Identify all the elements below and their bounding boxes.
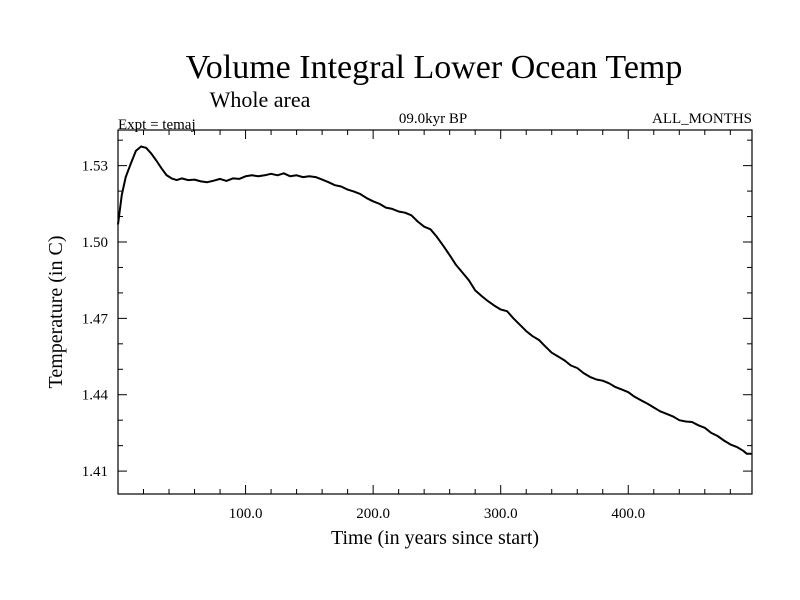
period-label: 09.0kyr BP xyxy=(399,111,467,127)
x-tick-label: 300.0 xyxy=(484,506,518,522)
plot-frame xyxy=(117,129,753,495)
months-label: ALL_MONTHS xyxy=(652,111,752,127)
x-tick-label: 400.0 xyxy=(611,506,645,522)
y-tick-label: 1.47 xyxy=(82,311,109,327)
experiment-label: Expt = temaj xyxy=(118,117,196,133)
tick-labels: 1.41 1.44 1.47 1.50 1.53 100.0 200.0 300.0 400.0 xyxy=(82,159,645,522)
y-tick-label: 1.41 xyxy=(82,464,108,480)
series-line-temaj xyxy=(117,145,752,455)
x-tick-label: 200.0 xyxy=(356,506,390,522)
x-tick-label: 100.0 xyxy=(229,506,263,522)
axis-ticks xyxy=(117,130,752,494)
x-axis-title: Time (in years since start) xyxy=(331,527,539,549)
y-tick-label: 1.50 xyxy=(82,235,108,251)
chart-title: Volume Integral Lower Ocean Temp xyxy=(186,49,683,86)
y-tick-label: 1.44 xyxy=(82,388,109,404)
chart-subtitle: Whole area xyxy=(210,87,311,112)
y-tick-label: 1.53 xyxy=(82,159,108,175)
y-axis-title: Temperature (in C) xyxy=(45,236,67,389)
